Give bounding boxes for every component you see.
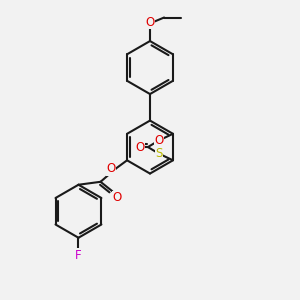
Text: O: O xyxy=(136,141,145,154)
Text: O: O xyxy=(146,16,154,29)
Text: F: F xyxy=(75,249,82,262)
Text: O: O xyxy=(112,191,122,204)
Text: S: S xyxy=(155,147,163,160)
Text: O: O xyxy=(106,162,116,175)
Text: O: O xyxy=(154,134,164,147)
